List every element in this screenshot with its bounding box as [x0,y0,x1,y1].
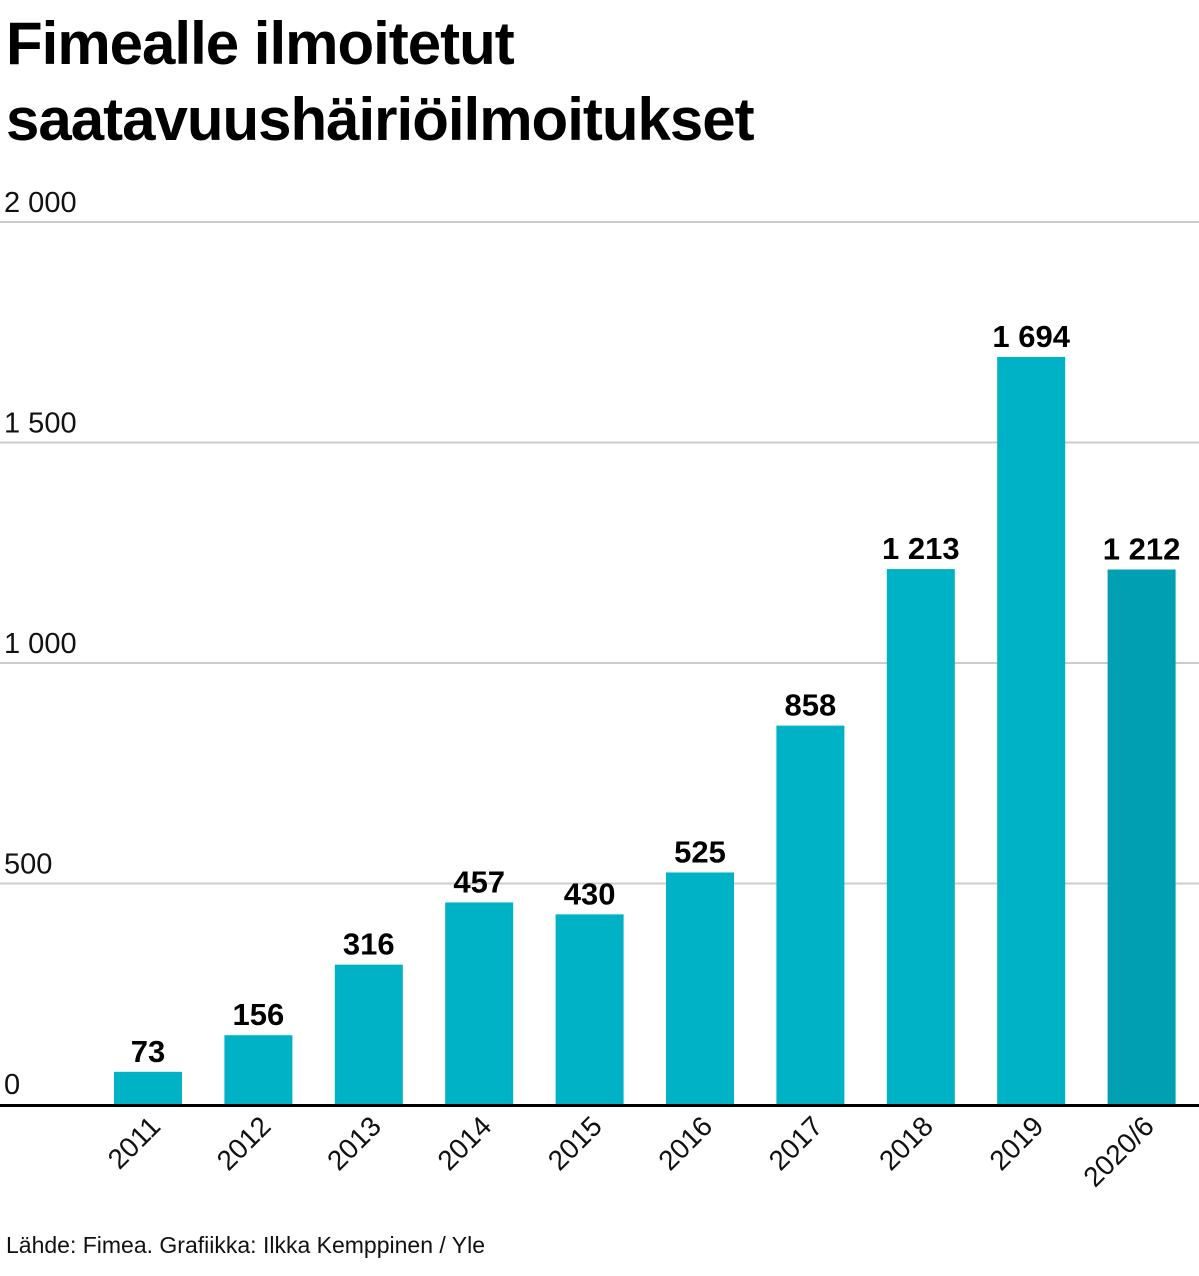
y-axis-tick-labels: 0 500 1 000 1 500 2 000 [4,187,77,1101]
bar-value-label: 156 [233,997,285,1032]
chart-title-line-2: saatavuushäiriöilmoitukset [6,86,755,153]
y-tick-label: 2 000 [4,187,77,219]
x-tick-label: 2015 [542,1110,608,1176]
bar-value-label: 73 [131,1034,165,1069]
x-tick-label: 2013 [321,1110,387,1176]
x-tick-label: 2011 [102,1110,167,1175]
x-tick-label: 2014 [431,1110,497,1176]
x-tick-label: 2018 [873,1110,939,1176]
y-tick-label: 1 500 [4,408,77,440]
x-tick-label: 2019 [983,1110,1049,1176]
bars [114,356,1176,1104]
x-axis-tick-labels: 2011 2012 2013 2014 2015 2016 2017 2018 2019 2020… [102,1110,1160,1192]
bar [114,1071,182,1104]
bar-value-label: 1 694 [992,319,1070,354]
y-tick-label: 1 000 [4,628,77,660]
bar [1107,569,1176,1104]
x-tick-label: 2017 [763,1110,829,1176]
bar-value-label: 457 [453,864,505,899]
bar [776,725,845,1104]
bar [666,872,734,1104]
chart-title-line-1: Fimealle ilmoitetut [6,10,515,77]
bar-value-label: 316 [343,927,395,962]
bar [445,902,514,1104]
bar [997,356,1066,1104]
x-tick-label: 2012 [211,1110,277,1176]
bar-value-label: 525 [674,834,726,869]
bar-value-label: 430 [564,876,616,911]
bar-value-label: 858 [785,688,837,723]
x-tick-label: 2016 [652,1110,718,1176]
bar [886,569,955,1104]
bar [334,964,403,1104]
bar [224,1035,293,1104]
value-labels: 73 156 316 457 430 525 858 1 213 1 694 1 212 [131,319,1181,1069]
x-tick-label: 2020/6 [1077,1110,1159,1192]
bar-value-label: 1 212 [1103,532,1181,567]
bar-value-label: 1 213 [882,531,960,566]
source-credit: Lähde: Fimea. Grafiikka: Ilkka Kemppinen… [6,1232,485,1258]
chart-title: Fimealle ilmoitetut saatavuushäiriöilmoi… [6,6,1186,158]
y-tick-label: 0 [4,1069,20,1101]
bar [555,914,624,1104]
y-tick-label: 500 [4,849,52,881]
